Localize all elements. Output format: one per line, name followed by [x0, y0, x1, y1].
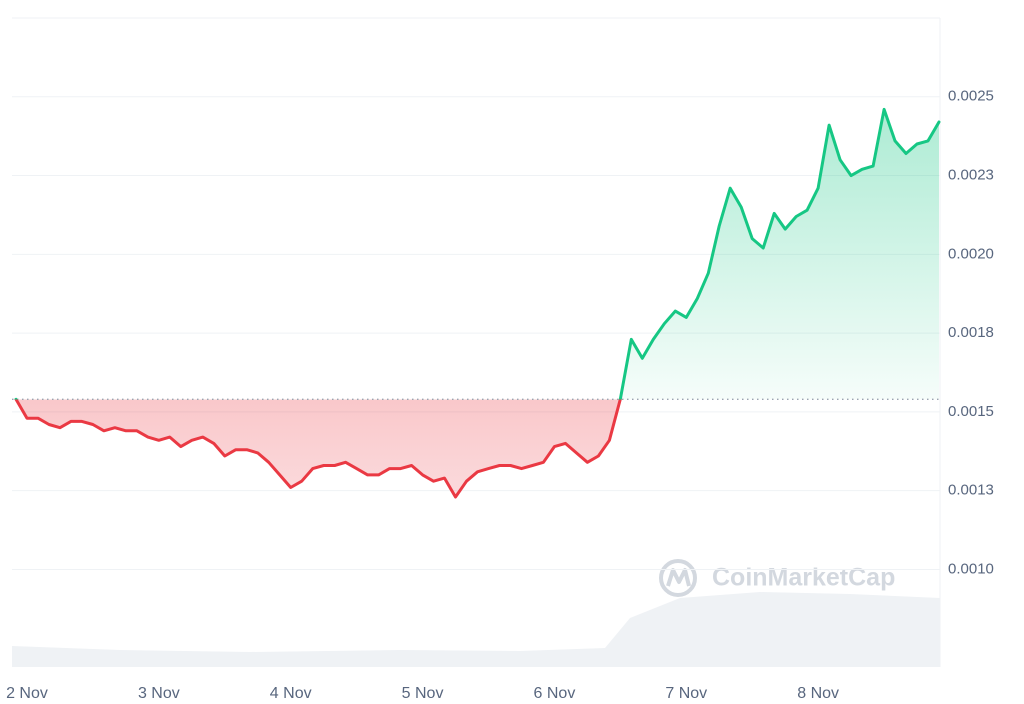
x-tick-label: 2 Nov — [6, 685, 48, 702]
y-tick-label: 0.0015 — [948, 403, 994, 420]
x-tick-label: 3 Nov — [138, 685, 180, 702]
y-tick-label: 0.0013 — [948, 482, 994, 499]
y-tick-label: 0.0025 — [948, 88, 994, 105]
price-area — [16, 109, 939, 498]
price-line — [14, 107, 941, 499]
x-tick-label: 8 Nov — [797, 685, 839, 702]
watermark: CoinMarketCap — [712, 564, 895, 592]
x-tick-label: 6 Nov — [534, 685, 576, 702]
watermark-logo — [659, 559, 697, 597]
y-tick-label: 0.0023 — [948, 167, 994, 184]
x-tick-label: 5 Nov — [402, 685, 444, 702]
y-tick-label: 0.0010 — [948, 560, 994, 577]
x-tick-label: 7 Nov — [665, 685, 707, 702]
y-tick-label: 0.0018 — [948, 324, 994, 341]
y-tick-label: 0.0020 — [948, 245, 994, 262]
volume-area — [12, 592, 940, 667]
x-tick-label: 4 Nov — [270, 685, 312, 702]
